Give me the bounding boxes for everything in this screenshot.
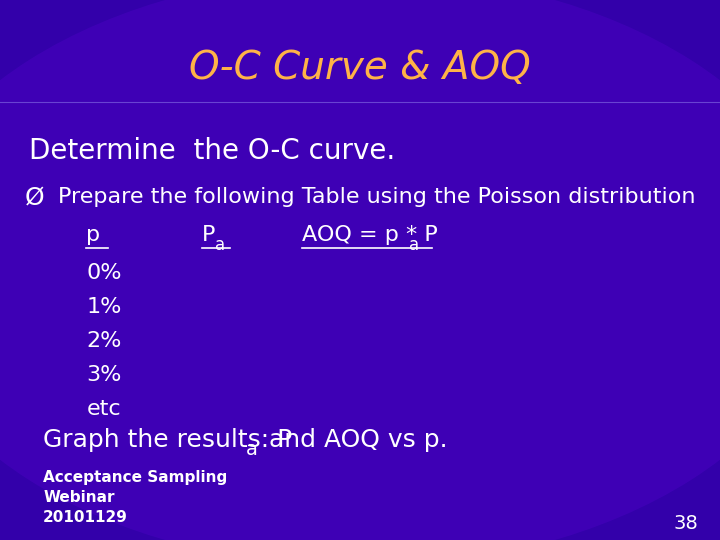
Text: 1%: 1% (86, 296, 122, 317)
Text: Graph the results: P: Graph the results: P (43, 428, 292, 452)
Text: a: a (215, 235, 225, 254)
Text: Prepare the following Table using the Poisson distribution: Prepare the following Table using the Po… (58, 187, 695, 207)
Text: Acceptance Sampling: Acceptance Sampling (43, 470, 228, 485)
Text: Ø: Ø (25, 185, 45, 209)
Text: 20101129: 20101129 (43, 510, 128, 525)
Text: AOQ = p * P: AOQ = p * P (302, 225, 438, 245)
Text: Webinar: Webinar (43, 490, 114, 505)
Text: 0%: 0% (86, 262, 122, 283)
Text: a: a (409, 235, 419, 254)
Text: etc: etc (86, 399, 121, 419)
Text: O-C Curve & AOQ: O-C Curve & AOQ (189, 49, 531, 86)
Text: and AOQ vs p.: and AOQ vs p. (261, 428, 448, 452)
Text: Determine  the O-C curve.: Determine the O-C curve. (29, 137, 395, 165)
Text: 3%: 3% (86, 364, 122, 385)
Text: p: p (86, 225, 101, 245)
Text: 38: 38 (674, 514, 698, 534)
Text: 2%: 2% (86, 330, 122, 351)
Text: P: P (202, 225, 215, 245)
Text: a: a (246, 440, 258, 460)
